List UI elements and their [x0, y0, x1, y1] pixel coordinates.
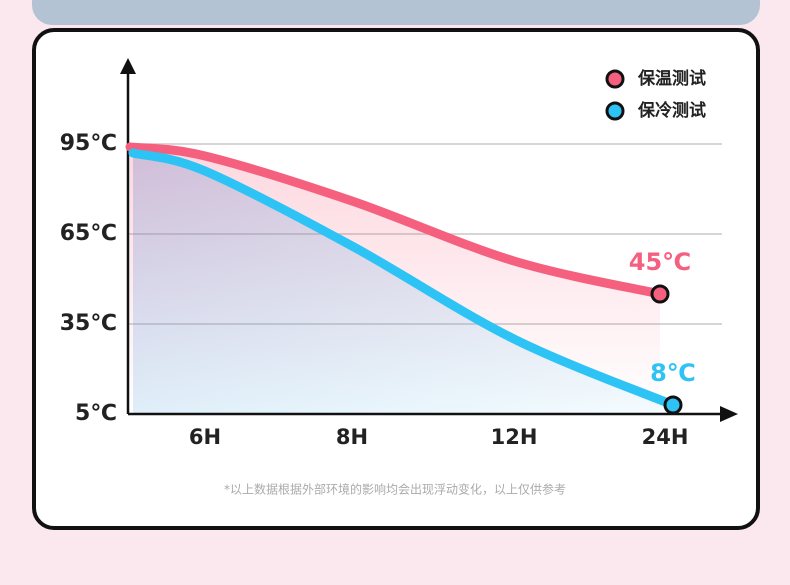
y-tick-label: 95℃ [60, 131, 117, 156]
end-point [650, 284, 670, 304]
legend-marker [605, 69, 625, 89]
series-line [128, 148, 678, 410]
y-tick-label: 35℃ [60, 311, 117, 336]
x-tick-label: 12H [491, 425, 538, 449]
footnote: *以上数据根据外部环境的影响均会出现浮动变化，以上仅供参考 [224, 482, 566, 497]
legend-label: 保温测试 [637, 68, 706, 89]
legend-label: 保冷测试 [637, 100, 706, 121]
y-arrow [120, 58, 136, 74]
value-label: 8℃ [650, 359, 696, 387]
legend-marker [605, 101, 625, 121]
x-tick-label: 6H [189, 425, 221, 449]
value-label: 45℃ [629, 248, 691, 276]
x-tick-label: 24H [642, 425, 689, 449]
y-tick-label: 65℃ [60, 221, 117, 246]
end-point [663, 395, 683, 415]
top-card [32, 0, 760, 25]
area [133, 153, 673, 414]
series-line [125, 142, 665, 299]
x-arrow [720, 406, 738, 422]
y-tick-label: 5℃ [75, 401, 117, 426]
x-tick-label: 8H [336, 425, 368, 449]
